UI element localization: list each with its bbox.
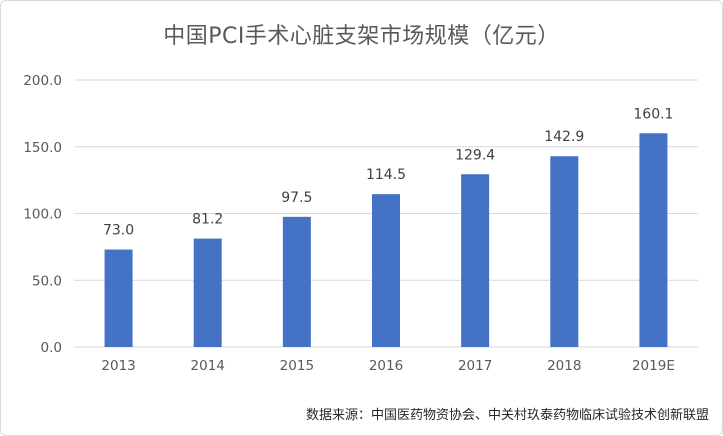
data-label-2019E: 160.1 [633, 106, 673, 122]
y-tick-label-2: 100.0 [23, 207, 62, 223]
data-label-2013: 73.0 [103, 223, 134, 239]
x-tick-label-2014: 2014 [191, 358, 225, 374]
x-tick-label-2017: 2017 [458, 358, 492, 374]
x-tick-label-2018: 2018 [547, 358, 581, 374]
bar-2018 [550, 156, 579, 347]
x-tick-label-2016: 2016 [369, 358, 403, 374]
y-tick-label-4: 200.0 [23, 73, 62, 89]
y-tick-label-1: 50.0 [32, 273, 62, 289]
data-label-2017: 129.4 [455, 147, 495, 163]
bar-2017 [461, 174, 490, 347]
x-tick-label-2019E: 2019E [632, 358, 675, 374]
data-source-note: 数据来源：中国医药物资协会、中关村玖泰药物临床试验技术创新联盟 [305, 408, 709, 423]
y-tick-label-3: 150.0 [23, 140, 62, 156]
y-tick-label-0: 0.0 [41, 340, 62, 356]
bar-2013 [104, 249, 133, 347]
bar-2014 [193, 238, 222, 347]
x-tick-label-2013: 2013 [101, 358, 135, 374]
chart-title: 中国PCI手术心脏支架市场规模（亿元） [163, 24, 560, 49]
data-label-2018: 142.9 [544, 129, 584, 145]
bar-2015 [282, 216, 311, 347]
data-label-2016: 114.5 [366, 167, 406, 183]
bar-2016 [372, 194, 400, 347]
x-tick-label-2015: 2015 [280, 358, 314, 374]
data-label-2015: 97.5 [281, 190, 312, 206]
bar-2019E [639, 133, 668, 347]
data-label-2014: 81.2 [192, 212, 223, 228]
